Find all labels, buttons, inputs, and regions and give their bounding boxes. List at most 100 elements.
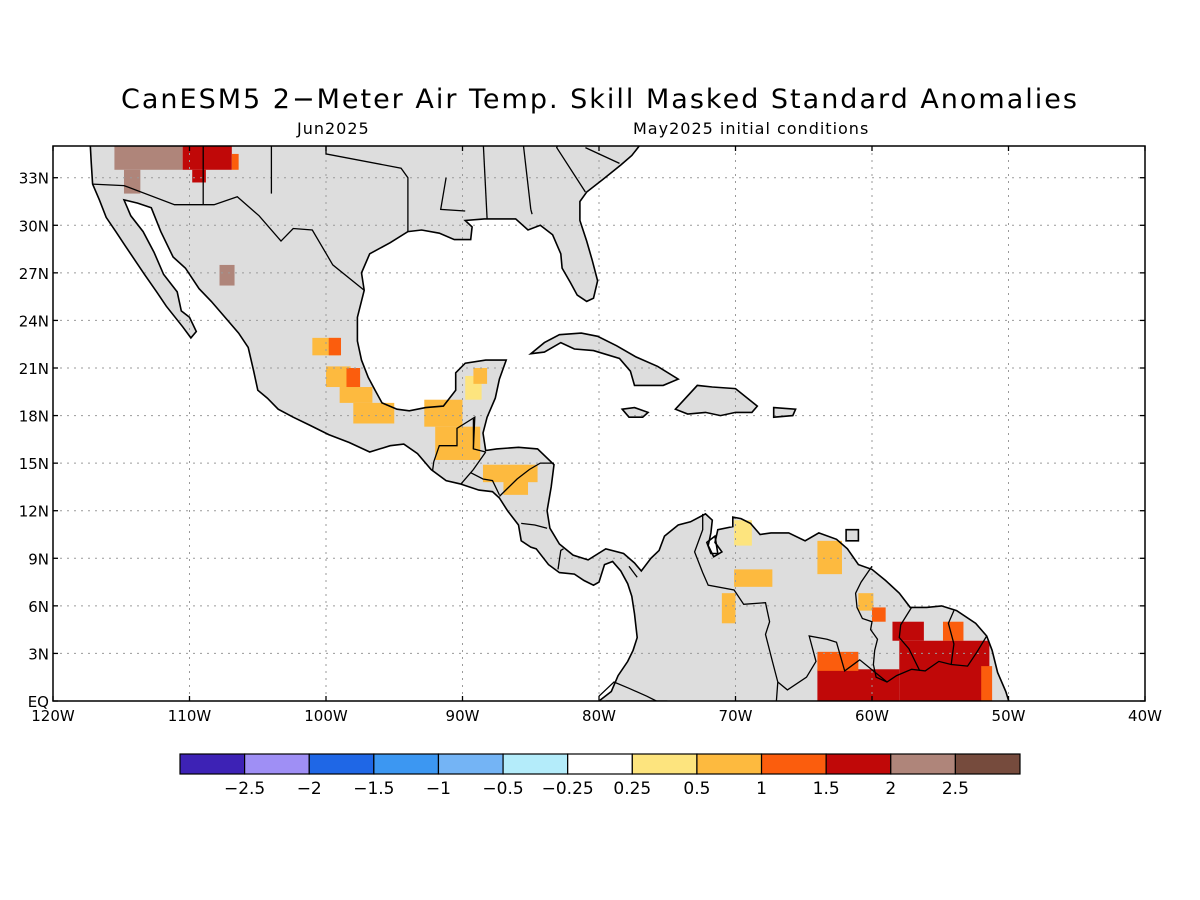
political-border-22 xyxy=(898,607,921,672)
anomaly-cell-23 xyxy=(872,607,886,622)
coastlines xyxy=(89,146,1010,701)
anomaly-cell-22 xyxy=(858,593,874,611)
colorbar-swatch-5 xyxy=(502,753,569,775)
political-border-4 xyxy=(530,209,533,215)
political-border-14 xyxy=(498,462,554,497)
anomaly-cell-12 xyxy=(424,399,463,427)
anomaly-cell-10 xyxy=(346,368,361,388)
anomaly-cell-18 xyxy=(734,520,752,546)
lat-tick-label: EQ xyxy=(28,693,49,711)
colorbar-label: −2.5 xyxy=(224,779,265,799)
anomaly-cell-7 xyxy=(328,337,342,356)
lon-tick-label: 50W xyxy=(992,707,1026,725)
colorbar-swatch-4 xyxy=(437,753,504,775)
lat-tick-label: 15N xyxy=(19,455,49,473)
political-border-5 xyxy=(555,146,586,193)
political-border-20 xyxy=(854,565,988,683)
lat-tick-label: 30N xyxy=(19,217,49,235)
political-border-15 xyxy=(521,522,548,529)
lat-tick-label: 3N xyxy=(28,645,49,663)
anomaly-layer xyxy=(114,146,993,701)
colorbar-swatch-9 xyxy=(760,753,827,775)
lat-tick-label: 9N xyxy=(28,550,49,568)
colorbar-label: 1 xyxy=(756,779,767,799)
political-border-2 xyxy=(482,146,488,219)
anomaly-cell-5 xyxy=(219,264,235,286)
colorbar-label: −0.5 xyxy=(482,779,523,799)
anomaly-cell-26 xyxy=(899,640,990,701)
colorbar-label: 0.5 xyxy=(683,779,710,799)
colorbar-swatch-7 xyxy=(631,753,698,775)
coastline-island-2 xyxy=(674,384,759,417)
anomaly-cell-17 xyxy=(503,480,529,495)
political-border-16 xyxy=(557,548,564,570)
political-border-3 xyxy=(522,146,532,210)
colorbar-swatch-1 xyxy=(244,753,310,775)
lon-tick-label: 120W xyxy=(31,707,75,725)
anomaly-cell-11 xyxy=(353,402,395,424)
colorbar-label: 2 xyxy=(885,779,896,799)
political-border-6 xyxy=(439,177,466,212)
colorbar: −2.5 −2 −1.5 −1 −0.5 −0.25 0.25 0.5 1 1.5 2 2.5 xyxy=(179,753,1021,799)
colorbar-label: −1.5 xyxy=(353,779,394,799)
colorbar-swatch-3 xyxy=(373,753,440,775)
island-1 xyxy=(622,407,649,418)
colorbar-label: 1.5 xyxy=(813,779,840,799)
colorbar-swatch-12 xyxy=(954,753,1021,775)
lon-tick-label: 110W xyxy=(168,707,212,725)
anomaly-cell-0 xyxy=(114,146,183,170)
anomaly-cell-20 xyxy=(721,593,736,624)
colorbar-swatch-2 xyxy=(308,753,375,775)
lat-tick-label: 24N xyxy=(19,312,49,330)
political-border-12 xyxy=(470,472,500,496)
island-2 xyxy=(675,385,758,416)
lon-tick-label: 70W xyxy=(719,707,753,725)
island-3 xyxy=(773,407,796,418)
coastline-americas xyxy=(89,146,1010,701)
anomaly-cell-19 xyxy=(734,569,773,587)
colorbar-swatch-6 xyxy=(567,753,633,775)
island-0 xyxy=(530,333,679,386)
colorbar-swatch-8 xyxy=(696,753,763,775)
lon-tick-label: 80W xyxy=(582,707,616,725)
anomaly-cell-29 xyxy=(981,666,993,701)
colorbar-label: −2 xyxy=(297,779,322,799)
coastline-island-4 xyxy=(845,528,860,542)
anomaly-cell-9 xyxy=(339,387,373,403)
coastline-island-1 xyxy=(620,406,650,419)
land-mass-americas xyxy=(90,146,1009,701)
land-masked-layer xyxy=(90,146,1009,701)
lat-tick-label: 21N xyxy=(19,360,49,378)
colorbar-label: −1 xyxy=(426,779,451,799)
map-title: CanESM5 2−Meter Air Temp. Skill Masked S… xyxy=(121,84,1079,115)
colorbar-swatch-0 xyxy=(179,753,246,775)
political-border-13 xyxy=(460,451,487,485)
lat-tick-label: 18N xyxy=(19,408,49,426)
anomaly-cell-24 xyxy=(892,621,924,641)
anomaly-cell-13 xyxy=(435,426,481,460)
anomaly-cell-3 xyxy=(192,169,206,183)
forecast-month: Jun2025 xyxy=(297,119,370,138)
colorbar-label: 2.5 xyxy=(942,779,969,799)
political-border-19 xyxy=(598,681,657,701)
political-border-0 xyxy=(92,183,365,291)
anomaly-cell-28 xyxy=(817,651,859,671)
anomaly-cell-2 xyxy=(182,146,232,170)
lat-tick-label: 6N xyxy=(28,598,49,616)
political-border-23 xyxy=(947,610,955,665)
anomaly-cell-15 xyxy=(473,368,488,384)
anomaly-cell-4 xyxy=(231,153,239,170)
lon-tick-label: 100W xyxy=(304,707,348,725)
anomaly-cell-8 xyxy=(326,366,351,388)
political-border-18 xyxy=(693,513,779,701)
initial-conditions: May2025 initial conditions xyxy=(633,119,870,138)
plot-area xyxy=(53,146,1145,701)
anomaly-cell-16 xyxy=(482,464,538,483)
island-4 xyxy=(846,529,859,541)
colorbar-swatch-10 xyxy=(825,753,892,775)
anomaly-cell-27 xyxy=(817,669,900,701)
anomaly-cell-1 xyxy=(123,169,141,194)
coastline-island-3 xyxy=(772,406,797,419)
